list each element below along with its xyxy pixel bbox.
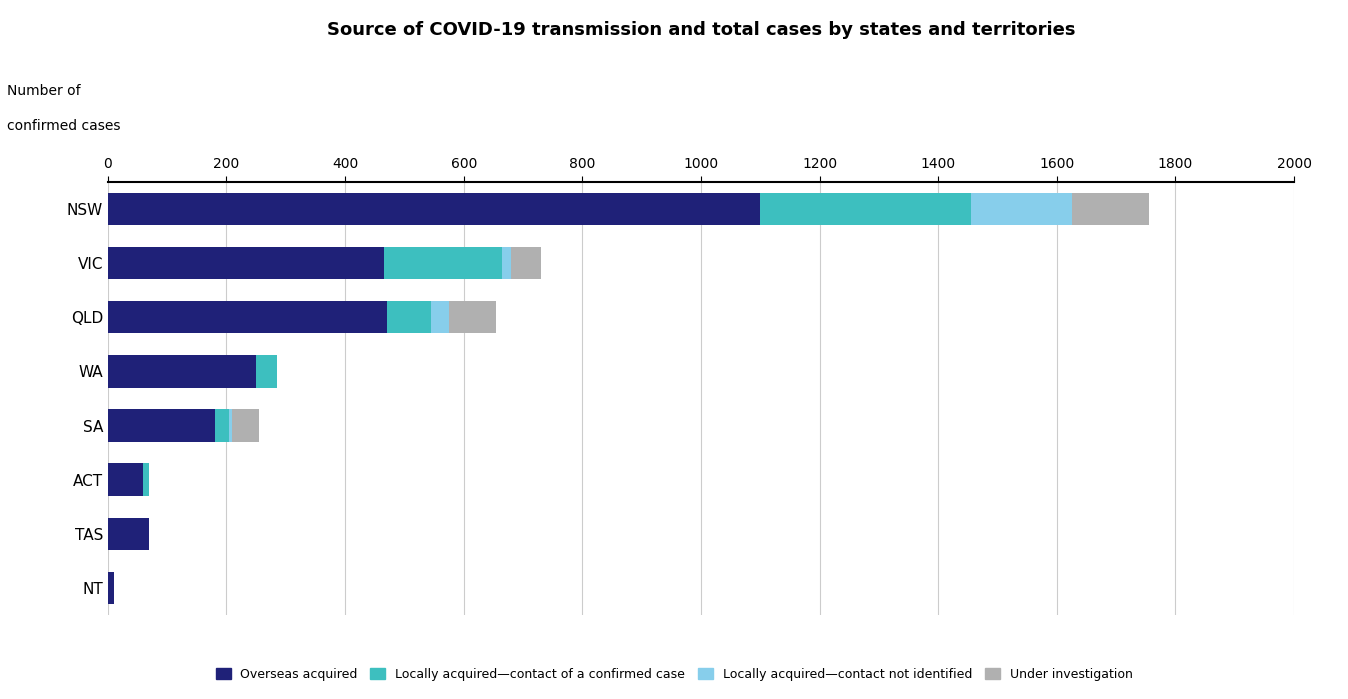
Bar [108, 355, 256, 387]
Bar [143, 463, 150, 496]
Bar [760, 192, 971, 225]
Bar [108, 247, 384, 279]
Bar [232, 410, 259, 442]
Bar [387, 301, 431, 333]
Bar [511, 247, 541, 279]
Text: Source of COVID-19 transmission and total cases by states and territories: Source of COVID-19 transmission and tota… [326, 21, 1076, 39]
Bar [229, 410, 232, 442]
Bar [449, 301, 496, 333]
Bar [108, 463, 143, 496]
Legend: Overseas acquired, Locally acquired—contact of a confirmed case, Locally acquire: Overseas acquired, Locally acquired—cont… [210, 663, 1138, 686]
Bar [971, 192, 1072, 225]
Bar [108, 572, 113, 604]
Text: confirmed cases: confirmed cases [7, 119, 120, 133]
Bar [431, 301, 449, 333]
Bar [503, 247, 511, 279]
Bar [108, 192, 760, 225]
Bar [256, 355, 276, 387]
Bar [214, 410, 229, 442]
Text: Number of: Number of [7, 84, 81, 98]
Bar [108, 517, 150, 550]
Bar [108, 301, 387, 333]
Bar [1072, 192, 1148, 225]
Bar [384, 247, 503, 279]
Bar [108, 410, 214, 442]
